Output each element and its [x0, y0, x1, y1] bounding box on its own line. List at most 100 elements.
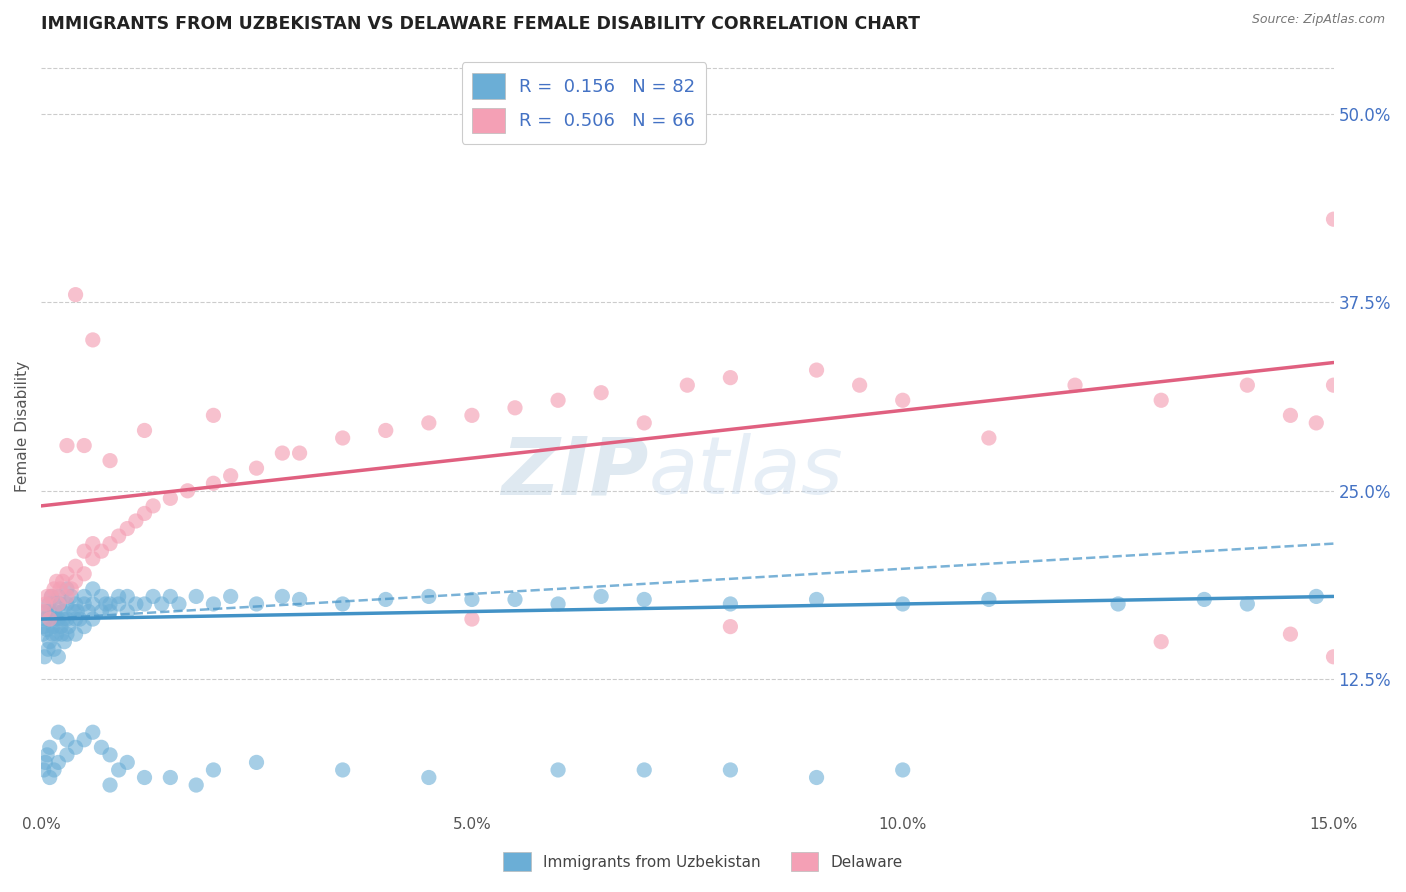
Point	[418, 771, 440, 785]
Point	[37, 747, 59, 762]
Point	[806, 363, 828, 377]
Point	[32, 619, 55, 633]
Point	[34, 649, 56, 664]
Point	[77, 605, 100, 619]
Point	[46, 725, 69, 739]
Point	[42, 619, 65, 633]
Point	[65, 574, 87, 589]
Point	[37, 623, 59, 637]
Point	[41, 627, 63, 641]
Point	[1279, 409, 1302, 423]
Point	[142, 499, 165, 513]
Point	[56, 590, 79, 604]
Point	[186, 590, 208, 604]
Point	[1150, 393, 1173, 408]
Point	[848, 378, 870, 392]
Point	[98, 778, 121, 792]
Point	[461, 592, 484, 607]
Point	[82, 612, 104, 626]
Point	[245, 597, 267, 611]
Point	[633, 763, 655, 777]
Point	[134, 597, 156, 611]
Point	[46, 756, 69, 770]
Point	[332, 763, 354, 777]
Point	[82, 597, 104, 611]
Point	[56, 438, 79, 452]
Point	[245, 756, 267, 770]
Point	[150, 597, 173, 611]
Point	[65, 612, 87, 626]
Point	[202, 763, 225, 777]
Point	[82, 582, 104, 596]
Point	[98, 536, 121, 550]
Point	[34, 612, 56, 626]
Point	[52, 612, 75, 626]
Point	[288, 592, 311, 607]
Point	[90, 544, 112, 558]
Point	[65, 740, 87, 755]
Point	[58, 619, 80, 633]
Point	[202, 597, 225, 611]
Point	[41, 590, 63, 604]
Point	[73, 566, 96, 581]
Point	[107, 529, 129, 543]
Point	[142, 590, 165, 604]
Point	[633, 416, 655, 430]
Point	[202, 409, 225, 423]
Point	[98, 453, 121, 467]
Point	[90, 740, 112, 755]
Point	[73, 597, 96, 611]
Point	[63, 605, 86, 619]
Point	[42, 642, 65, 657]
Point	[45, 627, 67, 641]
Point	[591, 590, 613, 604]
Point	[503, 401, 526, 415]
Point	[134, 771, 156, 785]
Point	[31, 627, 53, 641]
Point	[107, 763, 129, 777]
Point	[38, 605, 60, 619]
Point	[718, 763, 741, 777]
Point	[52, 605, 75, 619]
Point	[1236, 597, 1258, 611]
Point	[288, 446, 311, 460]
Text: ZIP: ZIP	[501, 434, 648, 511]
Point	[418, 590, 440, 604]
Point	[56, 612, 79, 626]
Point	[42, 763, 65, 777]
Point	[461, 409, 484, 423]
Point	[1305, 590, 1327, 604]
Point	[806, 771, 828, 785]
Point	[52, 574, 75, 589]
Point	[56, 582, 79, 596]
Point	[202, 476, 225, 491]
Point	[176, 483, 198, 498]
Point	[1322, 378, 1344, 392]
Point	[32, 605, 55, 619]
Point	[65, 287, 87, 301]
Point	[503, 592, 526, 607]
Point	[98, 597, 121, 611]
Point	[117, 756, 139, 770]
Point	[82, 725, 104, 739]
Text: Source: ZipAtlas.com: Source: ZipAtlas.com	[1251, 13, 1385, 27]
Point	[117, 522, 139, 536]
Y-axis label: Female Disability: Female Disability	[15, 361, 30, 492]
Point	[41, 590, 63, 604]
Point	[1322, 212, 1344, 227]
Point	[51, 627, 73, 641]
Point	[56, 597, 79, 611]
Point	[676, 378, 699, 392]
Point	[547, 597, 569, 611]
Point	[38, 740, 60, 755]
Point	[60, 582, 83, 596]
Point	[82, 536, 104, 550]
Point	[73, 438, 96, 452]
Point	[65, 597, 87, 611]
Point	[45, 612, 67, 626]
Point	[159, 590, 181, 604]
Point	[69, 612, 91, 626]
Point	[1150, 634, 1173, 648]
Point	[547, 393, 569, 408]
Point	[49, 619, 72, 633]
